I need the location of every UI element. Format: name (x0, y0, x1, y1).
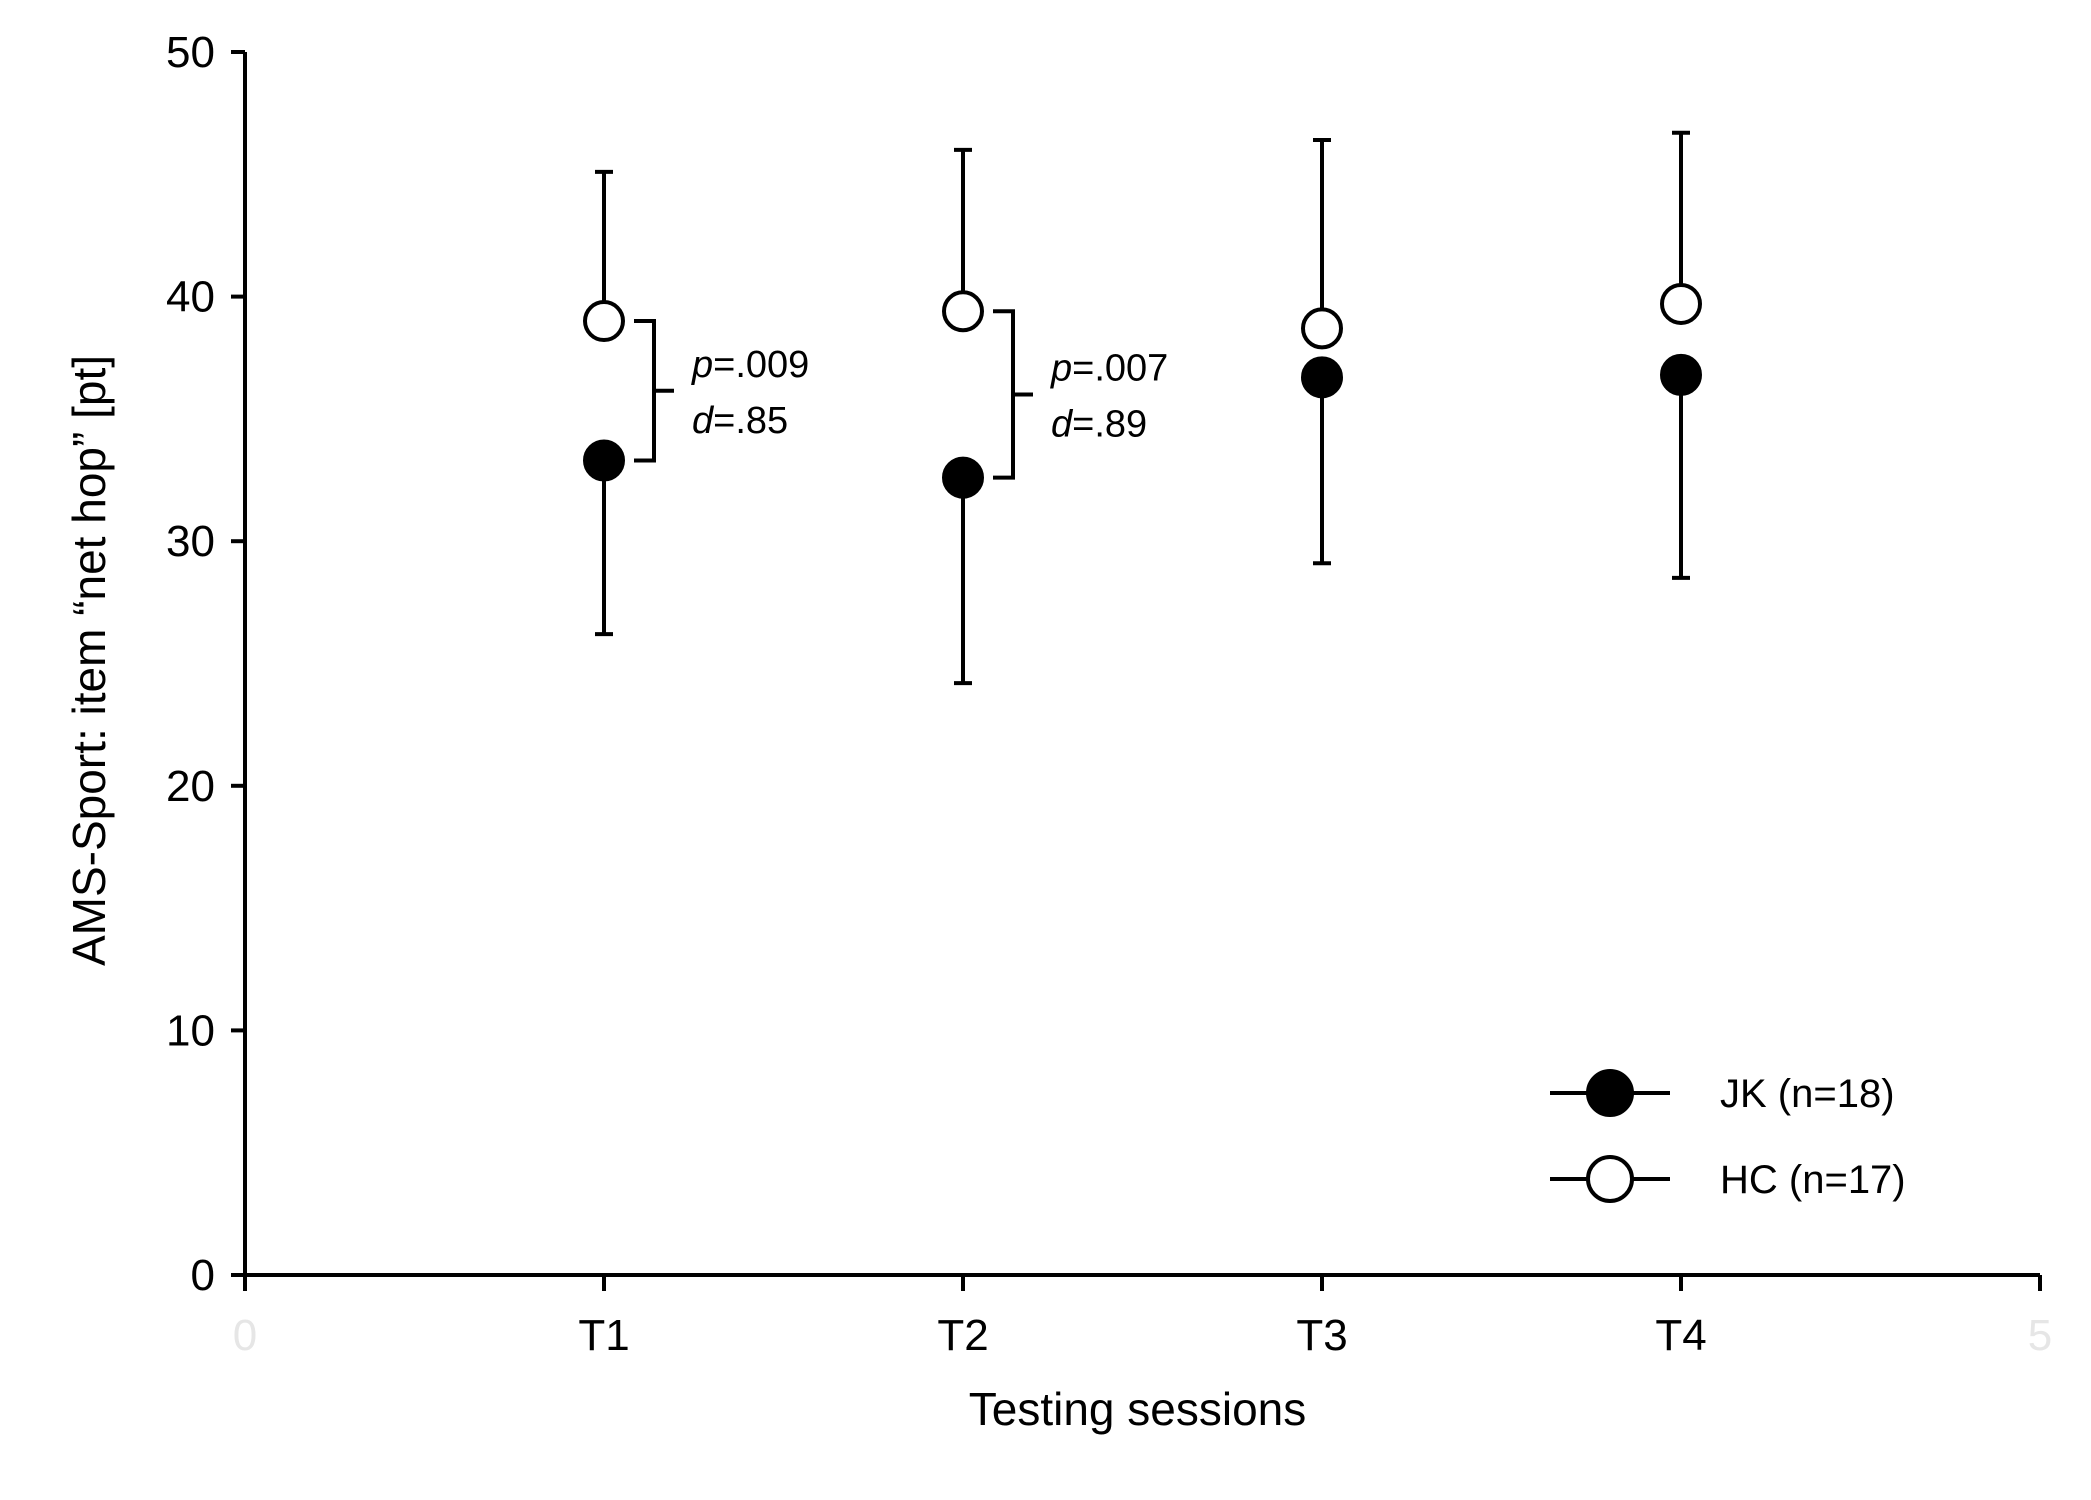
x-ghost-tick-label: 0 (233, 1311, 257, 1360)
significance-bracket (634, 319, 674, 463)
data-point-jk (1660, 353, 1702, 396)
y-tick-label: 30 (166, 517, 215, 566)
data-point-jk (942, 456, 984, 499)
data-point-hc (1301, 307, 1343, 350)
legend-marker-jk (1586, 1069, 1634, 1117)
legend-label: JK (n=18) (1720, 1072, 1895, 1116)
x-axis-title: Testing sessions (969, 1383, 1307, 1435)
legend: JK (n=18) HC (n=17) (1550, 1069, 1906, 1203)
y-tick-label: 50 (166, 28, 215, 77)
y-axis-title: AMS-Sport: item “net hop” [pt] (63, 355, 115, 966)
y-ticks: 0 10 20 30 40 50 (166, 28, 245, 1300)
significance-annotations: p=.009 d=.85 p=.007 d=.89 (634, 309, 1168, 480)
effect-size-label: d=.89 (1051, 403, 1147, 445)
data-point-jk (583, 439, 625, 482)
legend-label: HC (n=17) (1720, 1158, 1906, 1202)
legend-marker-hc (1586, 1155, 1634, 1203)
y-tick-label: 10 (166, 1006, 215, 1055)
x-ticks: 0 5 T1 T2 T3 T4 (233, 1275, 2052, 1360)
p-value-label: p=.009 (691, 344, 809, 386)
data-point-hc (1660, 282, 1702, 325)
effect-size-label: d=.85 (692, 400, 788, 442)
y-tick-label: 20 (166, 762, 215, 811)
x-ghost-tick-label: 5 (2028, 1311, 2052, 1360)
error-bars (595, 130, 1690, 686)
significance-bracket (993, 309, 1033, 480)
data-point-hc (583, 300, 625, 343)
data-points (583, 282, 1702, 499)
y-tick-label: 40 (166, 273, 215, 322)
p-value-label: p=.007 (1050, 347, 1168, 389)
x-tick-label: T2 (937, 1311, 988, 1360)
data-point-hc (942, 290, 984, 333)
y-tick-label: 0 (191, 1251, 215, 1300)
x-tick-label: T3 (1296, 1311, 1347, 1360)
x-tick-label: T4 (1655, 1311, 1706, 1360)
data-point-jk (1301, 356, 1343, 399)
x-tick-label: T1 (578, 1311, 629, 1360)
